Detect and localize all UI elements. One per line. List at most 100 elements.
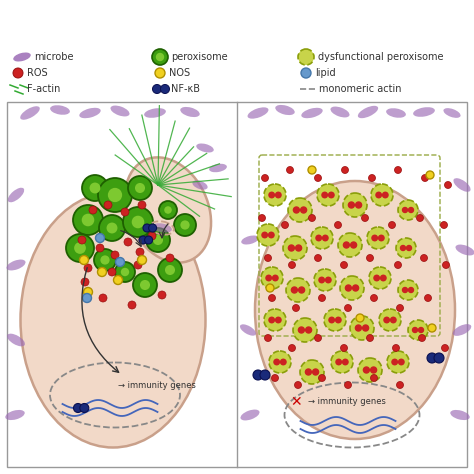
Circle shape — [161, 84, 170, 93]
Circle shape — [294, 382, 301, 389]
Circle shape — [281, 359, 286, 365]
Circle shape — [83, 288, 92, 297]
Text: NOS: NOS — [169, 68, 190, 78]
Circle shape — [262, 174, 268, 182]
Circle shape — [319, 277, 324, 283]
Circle shape — [262, 232, 267, 238]
Ellipse shape — [5, 410, 25, 420]
Circle shape — [272, 374, 279, 382]
Circle shape — [391, 317, 396, 323]
Circle shape — [121, 268, 129, 276]
Ellipse shape — [338, 233, 362, 257]
Circle shape — [308, 166, 316, 174]
Circle shape — [275, 317, 281, 323]
Circle shape — [149, 224, 156, 232]
Circle shape — [340, 345, 347, 352]
Text: lipid: lipid — [315, 68, 336, 78]
Ellipse shape — [13, 53, 31, 62]
Ellipse shape — [311, 227, 333, 249]
Circle shape — [145, 236, 153, 244]
Circle shape — [136, 248, 144, 256]
Circle shape — [96, 244, 104, 252]
Ellipse shape — [288, 198, 312, 222]
Circle shape — [396, 382, 403, 389]
Circle shape — [443, 262, 449, 268]
Circle shape — [146, 228, 170, 252]
Circle shape — [124, 238, 132, 246]
Circle shape — [419, 335, 426, 341]
Ellipse shape — [398, 280, 418, 300]
Circle shape — [73, 205, 103, 235]
Text: monomeric actin: monomeric actin — [319, 84, 401, 94]
Ellipse shape — [386, 108, 406, 118]
Ellipse shape — [343, 193, 367, 217]
Circle shape — [345, 382, 352, 389]
Circle shape — [134, 261, 142, 269]
Circle shape — [292, 304, 300, 311]
Text: NF-κB: NF-κB — [171, 84, 200, 94]
Circle shape — [394, 262, 401, 268]
Circle shape — [288, 245, 294, 251]
Circle shape — [108, 188, 122, 202]
Circle shape — [269, 232, 274, 238]
Ellipse shape — [324, 309, 346, 331]
Ellipse shape — [371, 184, 393, 206]
Text: ROS: ROS — [27, 68, 47, 78]
Circle shape — [78, 236, 86, 244]
Circle shape — [363, 325, 369, 331]
Circle shape — [148, 232, 156, 240]
Circle shape — [434, 353, 444, 363]
Circle shape — [372, 235, 377, 241]
Ellipse shape — [298, 49, 314, 65]
Ellipse shape — [317, 184, 339, 206]
Circle shape — [166, 254, 174, 262]
Circle shape — [292, 287, 297, 293]
Ellipse shape — [408, 320, 428, 340]
Circle shape — [153, 84, 162, 93]
Circle shape — [409, 208, 413, 212]
Circle shape — [348, 202, 355, 208]
Circle shape — [128, 301, 136, 309]
Ellipse shape — [241, 236, 259, 245]
Circle shape — [301, 207, 307, 213]
Circle shape — [268, 294, 275, 301]
Ellipse shape — [264, 309, 286, 331]
Circle shape — [428, 324, 436, 332]
Circle shape — [381, 275, 386, 281]
Circle shape — [13, 68, 23, 78]
Circle shape — [98, 267, 107, 276]
Circle shape — [132, 216, 144, 228]
Circle shape — [417, 215, 423, 221]
Circle shape — [143, 224, 151, 232]
Ellipse shape — [240, 410, 260, 420]
Text: dysfunctional peroxisome: dysfunctional peroxisome — [318, 52, 444, 62]
Ellipse shape — [453, 324, 471, 336]
Text: ✕: ✕ — [290, 395, 302, 409]
Circle shape — [90, 182, 100, 193]
Circle shape — [264, 255, 272, 262]
Ellipse shape — [301, 108, 323, 118]
Circle shape — [440, 221, 447, 228]
Ellipse shape — [209, 164, 227, 172]
Ellipse shape — [20, 106, 40, 120]
Ellipse shape — [456, 245, 474, 255]
Circle shape — [133, 273, 157, 297]
Circle shape — [266, 284, 274, 292]
Ellipse shape — [264, 184, 286, 206]
Circle shape — [336, 317, 341, 323]
Circle shape — [371, 294, 377, 301]
Circle shape — [402, 208, 408, 212]
Circle shape — [427, 353, 437, 363]
Ellipse shape — [314, 269, 336, 291]
Circle shape — [286, 166, 293, 173]
Circle shape — [138, 201, 146, 209]
Circle shape — [95, 234, 104, 243]
Circle shape — [135, 183, 145, 193]
Circle shape — [315, 335, 321, 341]
Circle shape — [116, 257, 125, 266]
Ellipse shape — [350, 316, 374, 340]
Circle shape — [128, 176, 152, 200]
Circle shape — [426, 171, 434, 179]
Ellipse shape — [192, 180, 208, 190]
Circle shape — [181, 220, 190, 229]
